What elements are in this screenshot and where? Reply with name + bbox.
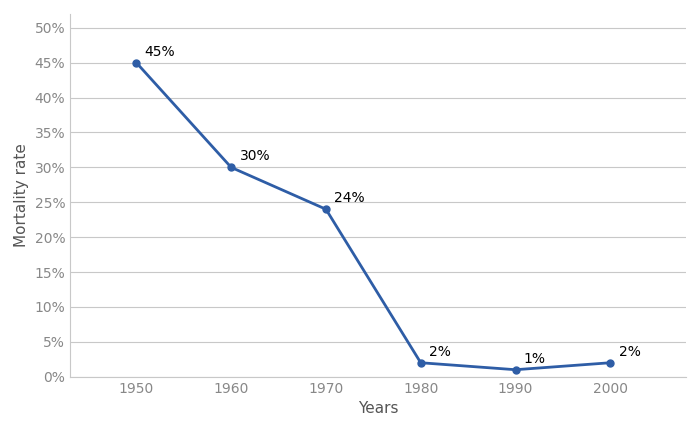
Y-axis label: Mortality rate: Mortality rate: [14, 143, 29, 247]
Text: 2%: 2%: [619, 344, 640, 359]
Text: 30%: 30%: [239, 149, 270, 163]
X-axis label: Years: Years: [358, 401, 398, 416]
Text: 24%: 24%: [335, 191, 365, 205]
Text: 2%: 2%: [429, 344, 451, 359]
Text: 45%: 45%: [145, 45, 176, 58]
Text: 1%: 1%: [524, 352, 546, 365]
